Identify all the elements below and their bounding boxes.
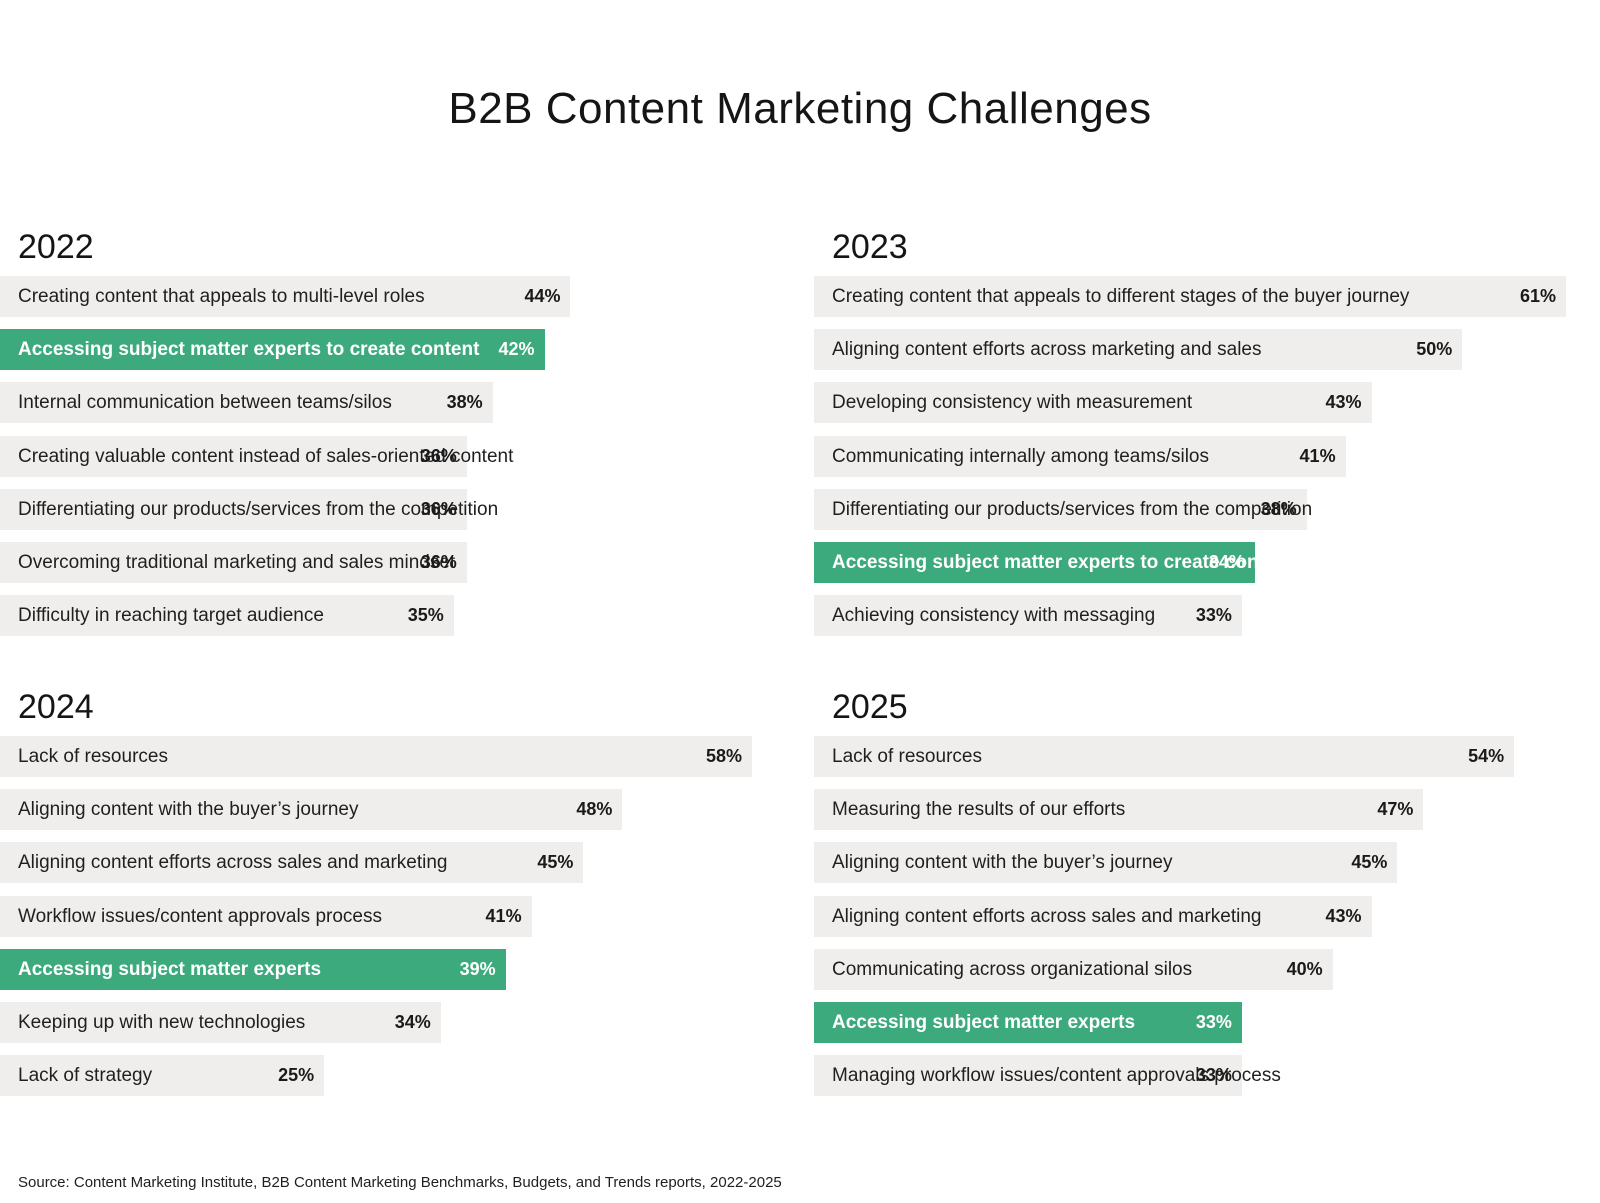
bar: Aligning content with the buyer’s journe… — [0, 789, 623, 831]
panel-year: 2023 — [832, 228, 908, 266]
bar-value-label: 61% — [1519, 286, 1556, 306]
bar-label: Communicating internally among teams/sil… — [832, 445, 1209, 467]
bar-value-label: 54% — [1468, 746, 1505, 766]
bar-label: Accessing subject matter experts to crea… — [18, 339, 480, 361]
bar-label: Developing consistency with measurement — [832, 392, 1193, 414]
bar-label: Aligning content efforts across sales an… — [18, 852, 448, 874]
bar-value-label: 38% — [446, 392, 483, 413]
bar: Internal communication between teams/sil… — [0, 382, 493, 424]
bar-label: Accessing subject matter experts — [18, 958, 322, 980]
bar-label: Accessing subject matter experts — [832, 1012, 1136, 1033]
bar-value-label: 47% — [1377, 799, 1414, 820]
bar-value-label: 36% — [420, 445, 457, 466]
bar-label: Lack of resources — [832, 746, 982, 767]
bar: Workflow issues/content approvals proces… — [0, 895, 532, 937]
bar-label: Workflow issues/content approvals proces… — [18, 905, 382, 927]
bar-label: Lack of strategy — [18, 1065, 153, 1087]
bar: Measuring the results of our efforts 47% — [814, 789, 1424, 831]
bar: Aligning content efforts across sales an… — [814, 895, 1372, 937]
bar: Aligning content efforts across sales an… — [0, 842, 584, 884]
bar-label: Aligning content with the buyer’s journe… — [18, 799, 359, 821]
bar-value-label: 39% — [459, 958, 496, 979]
bar: Communicating internally among teams/sil… — [814, 435, 1346, 477]
bar-label: Accessing subject matter experts to crea… — [832, 552, 1294, 573]
bar-value-label: 45% — [537, 852, 574, 873]
source-note: Source: Content Marketing Institute, B2B… — [18, 1174, 782, 1191]
bar-value-label: 42% — [498, 339, 535, 360]
bar-value-label: 41% — [485, 905, 522, 926]
bar-label: Aligning content efforts across sales an… — [832, 905, 1262, 927]
bar: Achieving consistency with messaging 33% — [814, 595, 1242, 637]
bar-value-label: 41% — [1299, 445, 1336, 466]
bar-label: Differentiating our products/services fr… — [832, 498, 1313, 520]
bar: Aligning content efforts across marketin… — [814, 329, 1463, 371]
bar-value-label: 25% — [278, 1065, 315, 1086]
bar-value-label: 34% — [394, 1012, 431, 1032]
bar-label: Measuring the results of our efforts — [832, 799, 1126, 821]
bar: Creating valuable content instead of sal… — [0, 435, 513, 477]
bar: Communicating across organizational silo… — [814, 948, 1333, 990]
bar: Developing consistency with measurement 4… — [814, 382, 1372, 424]
bar-value-label: 36% — [420, 498, 457, 519]
bar: Accessing subject matter experts 33% — [814, 1002, 1242, 1043]
bar-label: Internal communication between teams/sil… — [18, 392, 392, 414]
bar: Keeping up with new technologies 34% — [0, 1002, 441, 1043]
bar-value-label: 33% — [1195, 1065, 1232, 1086]
bar-label: Communicating across organizational silo… — [832, 958, 1193, 980]
bar: Lack of strategy 25% — [0, 1055, 325, 1097]
bar: Managing workflow issues/content approva… — [814, 1055, 1281, 1097]
bar: Accessing subject matter experts to crea… — [814, 542, 1293, 583]
bar-value-label: 33% — [1195, 605, 1232, 626]
bar-value-label: 45% — [1351, 852, 1388, 873]
bar-value-label: 48% — [576, 799, 613, 820]
bar: Creating content that appeals to multi-l… — [0, 276, 571, 317]
bar-value-label: 38% — [1260, 498, 1297, 519]
bar-label: Lack of resources — [18, 746, 168, 767]
bar-label: Achieving consistency with messaging — [832, 605, 1156, 627]
bar-value-label: 58% — [705, 746, 742, 766]
bar-label: Difficulty in reaching target audience — [18, 605, 324, 627]
bar: Accessing subject matter experts to crea… — [0, 329, 545, 371]
bar-label: Managing workflow issues/content approva… — [832, 1065, 1281, 1087]
bar-value-label: 36% — [420, 552, 457, 572]
bar: Lack of resources 54% — [814, 736, 1515, 777]
bar-label: Creating valuable content instead of sal… — [18, 445, 514, 467]
bar: Lack of resources 58% — [0, 736, 752, 777]
bar: Accessing subject matter experts 39% — [0, 948, 506, 990]
panel-year: 2024 — [18, 688, 94, 726]
bar-value-label: 40% — [1286, 958, 1323, 979]
bar-label: Differentiating our products/services fr… — [18, 498, 499, 520]
bar: Overcoming traditional marketing and sal… — [0, 542, 467, 583]
bar-label: Overcoming traditional marketing and sal… — [18, 552, 456, 573]
bar-label: Keeping up with new technologies — [18, 1012, 306, 1033]
bar: Differentiating our products/services fr… — [814, 488, 1312, 530]
bar-label: Aligning content efforts across marketin… — [832, 339, 1262, 361]
bar-label: Aligning content with the buyer’s journe… — [832, 852, 1173, 874]
bar-value-label: 43% — [1325, 905, 1362, 926]
bar-label: Creating content that appeals to differe… — [832, 286, 1410, 307]
bar-value-label: 44% — [524, 286, 561, 306]
bar: Aligning content with the buyer’s journe… — [814, 842, 1398, 884]
bar-value-label: 50% — [1416, 339, 1453, 360]
bar-value-label: 34% — [1208, 552, 1245, 572]
bar: Creating content that appeals to differe… — [814, 276, 1566, 317]
bar-value-label: 43% — [1325, 392, 1362, 413]
bar-value-label: 33% — [1195, 1012, 1232, 1032]
panel-year: 2025 — [832, 688, 908, 726]
bar: Differentiating our products/services fr… — [0, 488, 498, 530]
page-title: B2B Content Marketing Challenges — [448, 84, 1152, 133]
bar-label: Creating content that appeals to multi-l… — [18, 286, 425, 307]
bar: Difficulty in reaching target audience 35… — [0, 595, 454, 637]
bar-value-label: 35% — [407, 605, 444, 626]
panel-year: 2022 — [18, 228, 94, 266]
